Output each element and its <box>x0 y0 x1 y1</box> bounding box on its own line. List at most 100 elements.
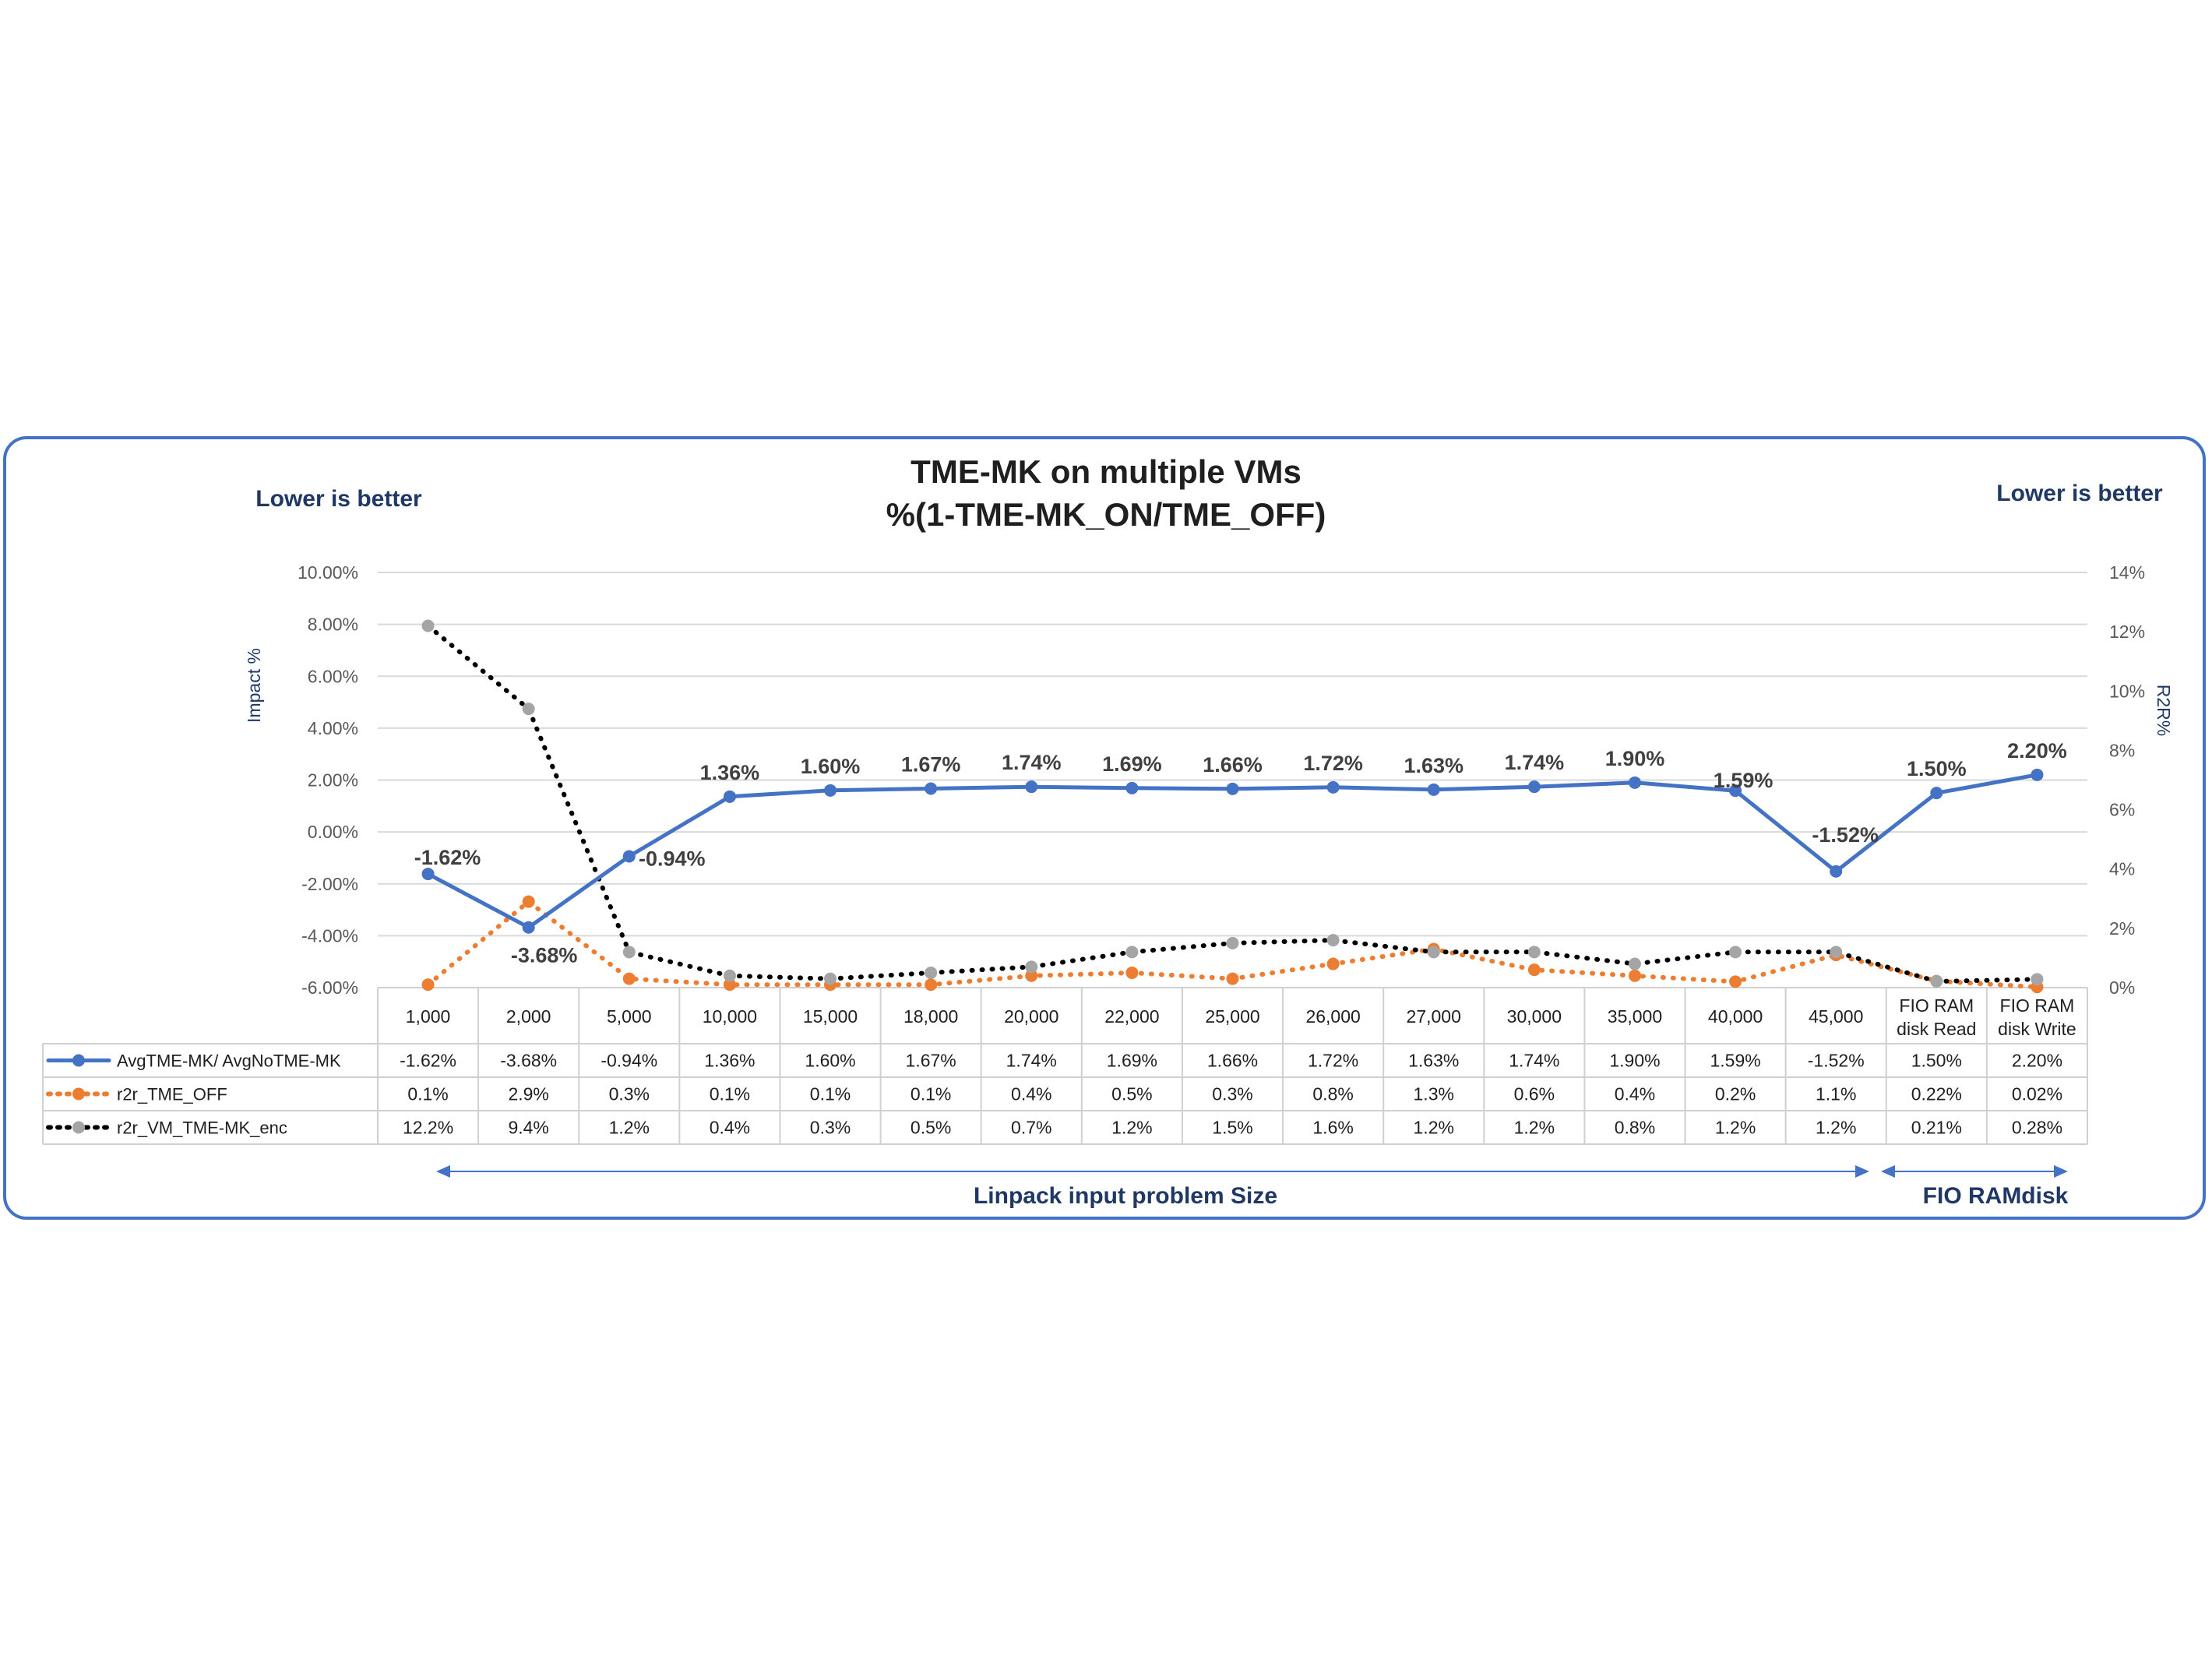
chart-subtitle: %(1-TME-MK_ON/TME_OFF) <box>886 496 1326 533</box>
y-tick-label: 8.00% <box>308 615 358 635</box>
table-cell: -0.94% <box>601 1051 657 1071</box>
category-label: FIO RAM <box>2000 995 2075 1016</box>
category-label: 25,000 <box>1205 1006 1259 1027</box>
data-point <box>1025 960 1038 974</box>
data-point <box>2031 973 2044 986</box>
table-cell: -3.68% <box>500 1051 557 1071</box>
category-label: 2,000 <box>506 1006 551 1027</box>
data-point <box>1427 946 1440 959</box>
series-line-2 <box>425 623 2040 984</box>
data-point <box>925 966 938 979</box>
data-point <box>421 619 435 632</box>
table-cell: 1.50% <box>1911 1051 1962 1071</box>
data-label: 1.60% <box>801 755 861 778</box>
data-point <box>1025 780 1038 794</box>
table-cell: 0.6% <box>1514 1084 1555 1104</box>
data-point <box>622 850 636 863</box>
y-axis-ticks: 10.00% 8.00% 6.00% 4.00% 2.00% 0.00% -2.00% -4.… <box>298 562 358 998</box>
data-label: 1.36% <box>700 761 760 784</box>
category-label: 10,000 <box>703 1006 757 1027</box>
table-cell: 0.7% <box>1011 1118 1051 1138</box>
data-point <box>1527 946 1541 959</box>
range-arrowhead <box>1881 1165 1895 1178</box>
data-label: 1.59% <box>1714 769 1773 792</box>
data-point <box>1025 969 1038 982</box>
data-label: 1.69% <box>1102 752 1162 776</box>
table-cell: 12.2% <box>403 1118 453 1138</box>
data-label: -3.68% <box>511 944 578 967</box>
table-cell: 0.5% <box>1111 1084 1152 1104</box>
data-point <box>1125 946 1139 959</box>
table-cell: 0.2% <box>1715 1084 1756 1104</box>
category-label: 45,000 <box>1809 1006 1863 1027</box>
data-point <box>1226 972 1239 985</box>
chart-title: TME-MK on multiple VMs <box>911 453 1301 490</box>
data-label: 1.74% <box>1002 751 1062 774</box>
table-cell: 0.22% <box>1911 1084 1962 1104</box>
data-point <box>421 978 435 992</box>
data-point <box>925 978 938 992</box>
data-point <box>1527 963 1541 977</box>
data-point <box>824 784 837 797</box>
category-label: 5,000 <box>607 1006 652 1027</box>
table-cell: 1.3% <box>1414 1084 1454 1104</box>
table-cell: 1.36% <box>704 1051 755 1071</box>
note-left: Lower is better <box>255 486 422 512</box>
y-tick-label: 4.00% <box>308 718 358 738</box>
table-cell: 1.2% <box>1715 1118 1756 1138</box>
gridlines <box>378 572 2087 988</box>
table-cell: 0.5% <box>911 1118 951 1138</box>
data-point <box>1628 776 1641 789</box>
y2-tick-label: 14% <box>2109 562 2145 583</box>
data-point <box>522 703 535 716</box>
data-point <box>824 972 837 985</box>
category-label: 40,000 <box>1708 1006 1763 1027</box>
data-point <box>1830 865 1843 878</box>
data-point <box>1427 783 1440 796</box>
data-point <box>522 895 535 908</box>
data-label: -0.94% <box>639 847 706 870</box>
table-cell: 1.6% <box>1312 1118 1353 1138</box>
category-label: 1,000 <box>406 1006 451 1027</box>
table-cell: 0.3% <box>1212 1084 1252 1104</box>
table-cell: 0.1% <box>710 1084 750 1104</box>
legend-key-marker <box>72 1054 85 1067</box>
table-cell: 0.3% <box>810 1118 851 1138</box>
table-cell: 0.4% <box>1011 1084 1051 1104</box>
table-cell: 0.4% <box>1615 1084 1655 1104</box>
data-point <box>1226 936 1239 949</box>
data-point <box>1125 781 1139 794</box>
table-cell: 1.90% <box>1609 1051 1660 1071</box>
table-cell: 1.60% <box>805 1051 855 1071</box>
y2-tick-label: 6% <box>2109 800 2135 820</box>
range-arrowhead <box>2054 1165 2068 1178</box>
table-cell: 1.74% <box>1509 1051 1559 1071</box>
data-point <box>1729 946 1742 959</box>
category-label: 30,000 <box>1507 1006 1562 1027</box>
category-label: disk Write <box>1998 1019 2076 1039</box>
plot-series <box>421 619 2044 994</box>
table-cell: 0.1% <box>810 1084 851 1104</box>
range-arrowhead <box>436 1165 450 1178</box>
y-axis-label: Impact % <box>244 648 264 723</box>
data-point <box>1125 966 1139 979</box>
table-cell: 1.2% <box>1111 1118 1152 1138</box>
data-point <box>622 946 636 959</box>
data-label: 2.20% <box>2007 739 2067 763</box>
data-point <box>622 972 636 985</box>
table-cell: 1.2% <box>1816 1118 1856 1138</box>
range-annotations: Linpack input problem Size FIO RAMdisk <box>436 1165 2069 1209</box>
table-cell: 0.1% <box>407 1084 448 1104</box>
data-point <box>522 921 535 934</box>
data-label: 1.50% <box>1907 757 1967 780</box>
table-cell: 1.5% <box>1212 1118 1252 1138</box>
table-cell: 2.20% <box>2012 1051 2062 1071</box>
table-cell: 1.2% <box>609 1118 650 1138</box>
data-labels: -1.62% -3.68% -0.94% 1.36% 1.60% 1.67% 1.74% 1.… <box>414 739 2067 967</box>
data-point <box>1326 780 1340 794</box>
data-point <box>1226 782 1239 795</box>
table-cell: -1.62% <box>400 1051 456 1071</box>
data-point <box>1729 784 1742 798</box>
data-label: 1.90% <box>1605 747 1665 770</box>
